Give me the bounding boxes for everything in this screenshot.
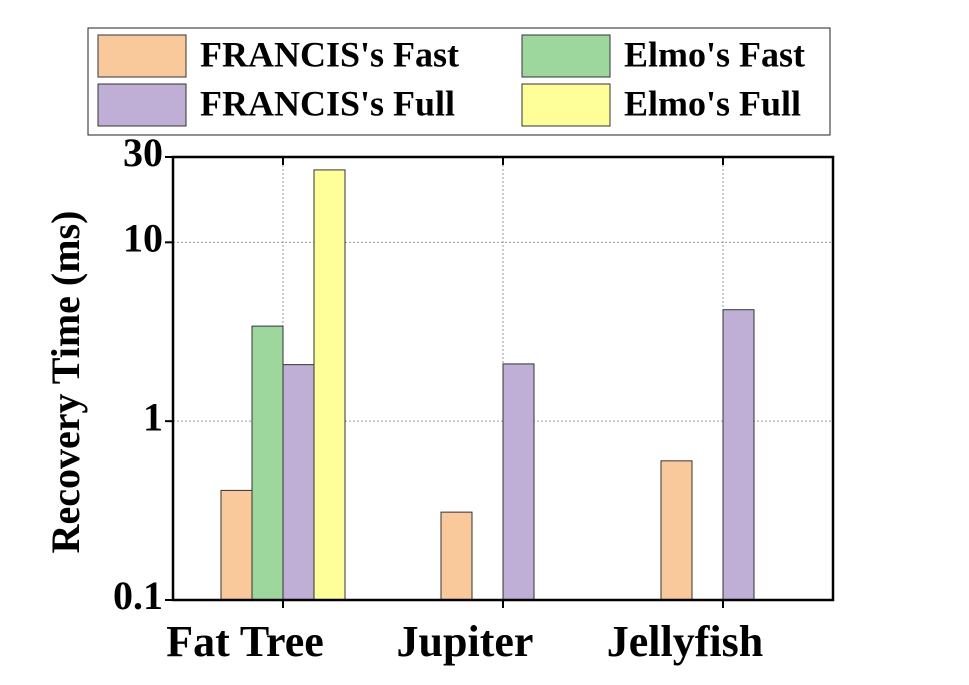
bar (220, 489, 253, 601)
legend-swatch (521, 34, 611, 78)
bar (502, 363, 535, 601)
legend-swatch (521, 83, 611, 127)
x-tick-label: Jupiter (397, 617, 534, 666)
bar (282, 364, 315, 601)
y-tick-label: 1 (143, 394, 163, 439)
legend-label: FRANCIS's Full (200, 83, 455, 123)
x-tick-label: Fat Tree (166, 617, 324, 666)
legend-label: Elmo's Fast (624, 34, 805, 74)
legend-label: FRANCIS's Fast (200, 34, 459, 74)
bar (660, 460, 693, 601)
bar (313, 169, 346, 601)
bar (440, 511, 473, 601)
legend-swatch (97, 83, 187, 127)
y-tick-label: 30 (123, 130, 163, 175)
x-tick-label: Jellyfish (607, 617, 763, 666)
y-tick-label: 0.1 (113, 573, 163, 618)
legend-swatch (97, 34, 187, 78)
y-axis-label: Recovery Time (ms) (43, 211, 88, 554)
legend-box (87, 27, 831, 136)
plot-frame (171, 155, 835, 602)
bar (251, 325, 284, 601)
legend-label: Elmo's Full (624, 83, 801, 123)
bar (722, 309, 755, 601)
y-tick-label: 10 (123, 215, 163, 260)
